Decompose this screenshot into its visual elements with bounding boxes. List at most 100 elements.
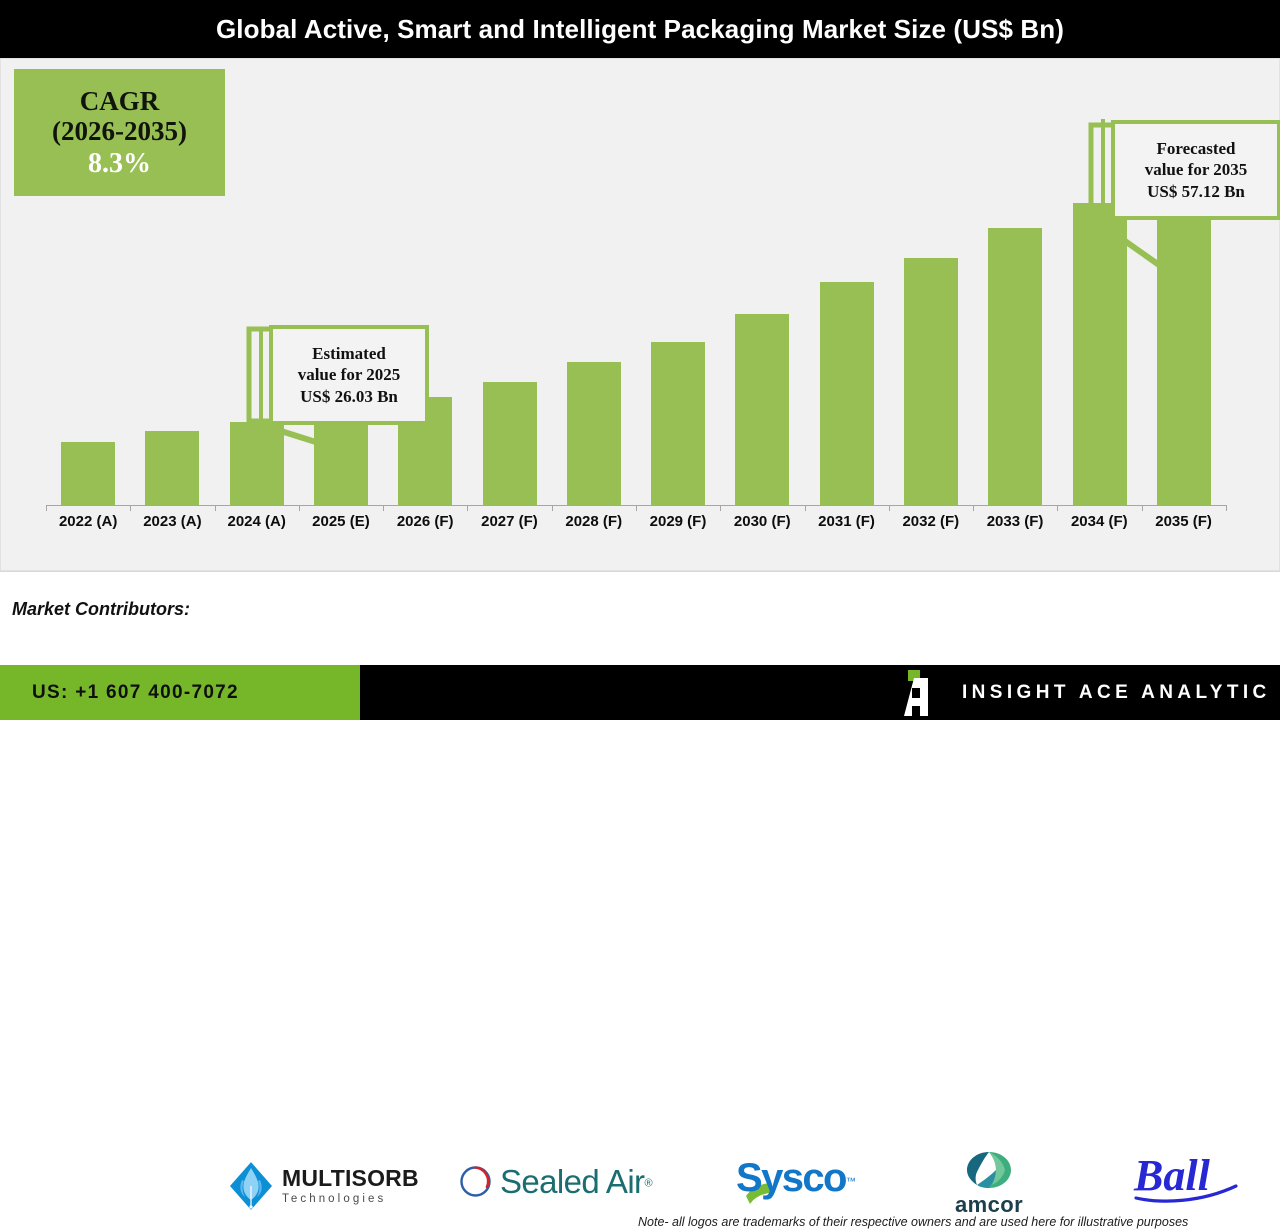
footer-phone-number: US: +1 607 400-7072 <box>32 681 239 703</box>
callout-forecasted-2035: Forecasted value for 2035 US$ 57.12 Bn <box>1079 117 1280 292</box>
chart-panel: CAGR (2026-2035) 8.3% 2022 (A) 2023 (A) 20… <box>0 58 1280 571</box>
multisorb-diamond-icon <box>228 1159 274 1213</box>
x-label-2025: 2025 (E) <box>312 513 370 530</box>
x-label-2035: 2035 (F) <box>1155 513 1212 530</box>
logo-sysco: Sysco™ <box>736 1156 856 1204</box>
x-tick <box>46 505 47 511</box>
x-tick <box>720 505 722 511</box>
x-axis-labels: 2022 (A) 2023 (A) 2024 (A) 2025 (E) 2026 (F)… <box>46 513 1226 530</box>
bar-slot <box>299 59 383 505</box>
bar-2028[interactable] <box>566 362 621 505</box>
bar-series <box>46 59 1226 505</box>
callout-estimated-line3: US$ 26.03 Bn <box>300 386 398 406</box>
x-tick <box>298 505 300 511</box>
contributors-label: Market Contributors: <box>12 599 191 619</box>
amcor-name: amcor <box>955 1192 1024 1217</box>
bar-slot <box>805 59 889 505</box>
bar-2029[interactable] <box>651 342 706 505</box>
callout-estimated-line2: value for 2025 <box>297 365 401 385</box>
x-tick <box>1141 505 1143 511</box>
logo-multisorb: MULTISORB Technologies <box>228 1159 419 1213</box>
bar-2024[interactable] <box>229 422 284 505</box>
bar-slot <box>130 59 214 505</box>
bar-slot <box>973 59 1057 505</box>
x-label-2026: 2026 (F) <box>396 513 454 530</box>
callout-forecasted-line2: value for 2035 <box>1144 160 1248 180</box>
bar-slot <box>215 59 299 505</box>
cagr-period: (2026-2035) <box>52 115 187 146</box>
bar-2025[interactable] <box>313 410 368 505</box>
x-tick <box>888 505 890 511</box>
bar-2023[interactable] <box>145 431 200 505</box>
callout-forecasted-line1: Forecasted <box>1156 139 1236 159</box>
contributors-bar: Market Contributors: MULTISORB Technolog… <box>0 571 1280 1229</box>
x-tick <box>467 505 469 511</box>
x-label-2029: 2029 (F) <box>649 513 707 530</box>
callout-estimated-2025: Estimated value for 2025 US$ 26.03 Bn <box>239 321 439 446</box>
x-tick <box>636 505 637 511</box>
x-tick <box>130 505 132 511</box>
bar-2031[interactable] <box>819 282 874 505</box>
x-tick <box>383 505 385 511</box>
multisorb-wordmark: MULTISORB Technologies <box>282 1164 419 1206</box>
sysco-wordmark: Sysco™ <box>736 1156 856 1204</box>
x-label-2032: 2032 (F) <box>902 513 960 530</box>
bar-2027[interactable] <box>482 382 537 505</box>
bar-2030[interactable] <box>735 314 790 505</box>
ball-wordmark-icon: Ball <box>1133 1152 1238 1203</box>
x-label-2033: 2033 (F) <box>986 513 1044 530</box>
ball-name: Ball <box>1133 1152 1211 1200</box>
bar-slot <box>720 59 804 505</box>
x-tick <box>214 505 216 511</box>
x-tick <box>804 505 806 511</box>
bar-slot <box>636 59 720 505</box>
bar-2034[interactable] <box>1072 203 1127 505</box>
sealed-air-name: Sealed Air <box>500 1163 645 1200</box>
bar-slot <box>1057 59 1141 505</box>
sysco-tm-icon: ™ <box>845 1176 856 1188</box>
bar-2022[interactable] <box>61 442 116 505</box>
bar-slot <box>552 59 636 505</box>
callout-forecasted-line3: US$ 57.12 Bn <box>1147 181 1245 201</box>
x-label-2027: 2027 (F) <box>481 513 538 530</box>
callout-leader-line-2035 <box>1088 119 1171 275</box>
bar-2033[interactable] <box>988 228 1043 505</box>
sysco-name: Sysco <box>736 1156 847 1200</box>
footer-phone-block[interactable]: US: +1 607 400-7072 <box>0 665 360 720</box>
cagr-badge: CAGR (2026-2035) 8.3% <box>14 69 225 196</box>
multisorb-name: MULTISORB <box>282 1164 419 1191</box>
x-tick <box>551 505 553 511</box>
header-bar: Global Active, Smart and Intelligent Pac… <box>0 0 1280 58</box>
callout-estimated-box: Estimated value for 2025 US$ 26.03 Bn <box>269 325 429 425</box>
callout-leader-line-2025 <box>246 326 320 446</box>
bar-slot <box>889 59 973 505</box>
page-title: Global Active, Smart and Intelligent Pac… <box>215 13 1065 44</box>
x-label-2028: 2028 (F) <box>565 513 623 530</box>
cagr-label: CAGR <box>79 85 160 116</box>
trademark-note: Note- all logos are trademarks of their … <box>638 1215 1189 1229</box>
x-tick <box>1057 505 1059 511</box>
logo-sealed-air: Sealed Air® <box>458 1164 653 1199</box>
sealed-air-wordmark: Sealed Air® <box>500 1165 653 1198</box>
footer-bar: US: +1 607 400-7072 INSIGHT ACE ANALYTIC <box>0 665 1280 720</box>
footer-brand-name: INSIGHT ACE ANALYTIC <box>962 681 1271 703</box>
sealed-air-ring-icon <box>458 1164 493 1199</box>
callout-estimated-line1: Estimated <box>312 344 386 364</box>
x-label-2034: 2034 (F) <box>1070 513 1128 530</box>
x-label-2024: 2024 (A) <box>227 513 286 530</box>
bar-slot <box>467 59 551 505</box>
x-label-2031: 2031 (F) <box>818 513 875 530</box>
insight-ace-logo-icon <box>900 669 944 716</box>
x-tick <box>1226 505 1227 511</box>
bar-2032[interactable] <box>903 258 958 505</box>
sealed-air-registered-icon: ® <box>644 1177 653 1190</box>
logo-amcor: amcor <box>955 1150 1023 1216</box>
logo-ball: Ball <box>1132 1152 1242 1207</box>
multisorb-tagline: Technologies <box>282 1192 387 1205</box>
x-tick <box>973 505 975 511</box>
callout-forecasted-box: Forecasted value for 2035 US$ 57.12 Bn <box>1111 120 1280 220</box>
x-label-2030: 2030 (F) <box>733 513 791 530</box>
cagr-value: 8.3% <box>88 148 151 180</box>
bar-slot <box>46 59 130 505</box>
x-label-2022: 2022 (A) <box>58 513 118 530</box>
